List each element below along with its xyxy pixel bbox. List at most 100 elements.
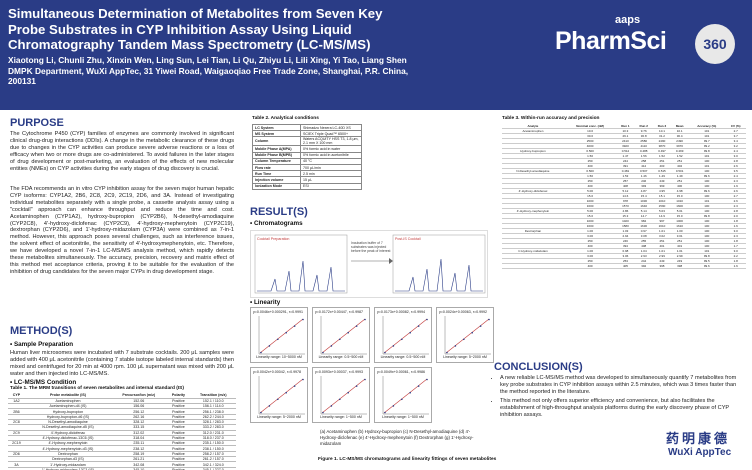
mrm-table: CYP Probe metabolite (IS) Precursor/Ion (m… bbox=[8, 393, 236, 470]
calibration-point bbox=[330, 405, 333, 407]
table3-cell: 100 bbox=[688, 193, 726, 199]
chrom-left-title: Cocktail Preparation bbox=[257, 237, 290, 241]
table1-cell: 156.06 bbox=[111, 403, 167, 410]
table3-cell: 3.00 bbox=[563, 253, 617, 259]
table3-cell: 4.87 bbox=[634, 188, 653, 194]
table3-cell: 3.7 bbox=[725, 133, 746, 139]
sample-prep-title: • Sample Preparation bbox=[10, 341, 74, 348]
table3-cell: 250 bbox=[563, 178, 617, 184]
table3-cell: 1.6 bbox=[725, 263, 746, 269]
table3-cell: 101 bbox=[688, 163, 726, 169]
table3-cell: 2.94 bbox=[616, 233, 635, 239]
calibration-point bbox=[322, 411, 324, 414]
calibration-point bbox=[293, 325, 296, 327]
table3-cell bbox=[502, 183, 564, 189]
table3-cell: Hydroxy-bupropion bbox=[502, 148, 564, 154]
table1-cell: Positive bbox=[166, 398, 191, 405]
table3-cell: 100 bbox=[688, 218, 726, 224]
linearity-axes bbox=[320, 376, 367, 415]
table-row: 250 257 246 249 251 100 2.3 bbox=[502, 178, 746, 184]
linearity-plot bbox=[320, 316, 367, 355]
table-row: 400 394 408 401 401 100 1.7 bbox=[502, 243, 746, 249]
affiliation: DMPK Department, WuXi AppTec, 31 Yiwei R… bbox=[8, 65, 409, 87]
table1-cell: 1A2 bbox=[8, 398, 25, 405]
table3-cell: 249 bbox=[652, 258, 672, 264]
chromatogram-svg bbox=[254, 234, 486, 294]
table3-cell: 250 bbox=[563, 258, 617, 264]
table1-cell: Hydroxy-bupropion-d6 (IS) bbox=[24, 414, 112, 421]
table-row: 15.0 14.6 15.4 15.1 15.0 100 2.7 bbox=[502, 193, 746, 199]
calibration-point bbox=[426, 378, 428, 381]
table2-title: Table 2. Analytical conditions bbox=[252, 116, 319, 121]
table3-cell: 1.8 bbox=[725, 218, 746, 224]
calibration-point bbox=[285, 391, 287, 394]
poster-header: Simultaneous Determination of Metabolite… bbox=[0, 0, 752, 110]
table3-cell bbox=[502, 218, 564, 224]
calibration-point bbox=[322, 351, 324, 354]
table3-header-cell: Analyte bbox=[502, 124, 564, 129]
table3-cell: 0.481 bbox=[616, 168, 635, 174]
table3-cell: 3.01 bbox=[671, 233, 689, 239]
table3-cell: 30.0 bbox=[563, 133, 617, 139]
table-row: Dextrorphan 1.00 1.03 0.97 1.01 1.00 100 3.0 bbox=[502, 228, 746, 234]
conclusion-list: A new reliable LC-MS/MS method was devel… bbox=[494, 375, 744, 422]
table1-cell: 258.2 / 157.0 bbox=[190, 451, 236, 458]
linearity-range: Linearity range: 1~500 nM bbox=[382, 415, 424, 419]
table1-cell: 345.10 bbox=[111, 467, 167, 470]
table1-cell: 4'-Hydroxy-mephenytoin bbox=[24, 440, 112, 447]
table3-cell: 100 bbox=[688, 183, 726, 189]
table3-cell: 1.50 bbox=[563, 153, 617, 159]
linearity-panel: y=0.0042x+0.00042, r=0.9978 Linearity ran… bbox=[250, 367, 308, 423]
table3-cell: 1590 bbox=[652, 203, 672, 209]
calibration-point bbox=[401, 338, 403, 341]
linearity-fit-line bbox=[383, 318, 428, 354]
table3-header-cell: Run 3 bbox=[652, 124, 672, 129]
table-row: Acetaminophen-d4 (IS) 156.06 Positive 156.1… bbox=[8, 403, 236, 410]
poster-title: Simultaneous Determination of Metabolite… bbox=[8, 6, 383, 52]
table3-cell: 1.56 bbox=[634, 153, 653, 159]
calibration-point bbox=[364, 318, 366, 321]
table1-cell: 342.1 / 324.0 bbox=[190, 461, 236, 468]
table3-cell: 997 bbox=[652, 218, 672, 224]
linearity-axes bbox=[258, 376, 305, 415]
table3-cell: 100 bbox=[688, 203, 726, 209]
table3-cell: 99.6 bbox=[688, 263, 726, 269]
table3-header-cell: Nominal conc. (nM) bbox=[563, 124, 617, 129]
table1-cell: Positive bbox=[166, 440, 191, 447]
table3-cell: 1010 bbox=[671, 198, 689, 204]
table1-cell: 256.12 bbox=[111, 408, 167, 415]
calibration-point bbox=[392, 345, 395, 347]
table3-cell: 2410 bbox=[616, 138, 635, 144]
table3-cell: 398 bbox=[652, 263, 672, 269]
calibration-point bbox=[471, 331, 473, 334]
wuxi-logo-cn: 药明康德 bbox=[666, 431, 731, 446]
chrom-arrow-head bbox=[389, 258, 393, 264]
table3-cell: 3.0 bbox=[725, 228, 746, 234]
table3-cell: 412 bbox=[634, 163, 653, 169]
table3-cell: 30.4 bbox=[671, 133, 689, 139]
conclusion-heading: CONCLUSION(S) bbox=[494, 361, 583, 373]
table1-cell: 152.06 bbox=[111, 398, 167, 405]
wuxi-apptec-logo: 药明康德 WuXi AppTec bbox=[666, 428, 746, 464]
table3-cell: 1'-Hydroxy-midazolam bbox=[502, 248, 564, 254]
linearity-axes bbox=[382, 376, 429, 415]
chrom-right-trace bbox=[395, 258, 483, 292]
table3-cell: 3.0 bbox=[725, 248, 746, 254]
authors: Xiaotong Li, Chunli Zhu, Xinxin Wen, Lin… bbox=[8, 55, 407, 65]
calibration-point bbox=[302, 318, 304, 321]
table3-cell: 978 bbox=[616, 198, 635, 204]
table3-cell: 0.499 bbox=[671, 148, 689, 154]
table3-cell: 100 bbox=[688, 158, 726, 164]
table3-cell: 10.0 bbox=[563, 128, 617, 134]
table3-cell: 100 bbox=[688, 228, 726, 234]
linearity-panel: y=0.0024x+0.00063, r=0.9992 Linearity ran… bbox=[436, 307, 494, 363]
table3-cell: 5.01 bbox=[671, 208, 689, 214]
table3-cell: 255 bbox=[634, 238, 653, 244]
table3-cell: 99.6 bbox=[688, 188, 726, 194]
table-row: 4'-Hydroxy-diclofenac 5.00 5.12 4.87 4.95 4.9… bbox=[502, 188, 746, 194]
table-row: 3.00 2.94 3.08 3.02 3.01 100 2.3 bbox=[502, 233, 746, 239]
calibration-point bbox=[409, 331, 411, 334]
linearity-plot bbox=[258, 316, 305, 355]
table3-cell: 2.99 bbox=[652, 253, 672, 259]
table3-cell: 15.3 bbox=[616, 213, 635, 219]
